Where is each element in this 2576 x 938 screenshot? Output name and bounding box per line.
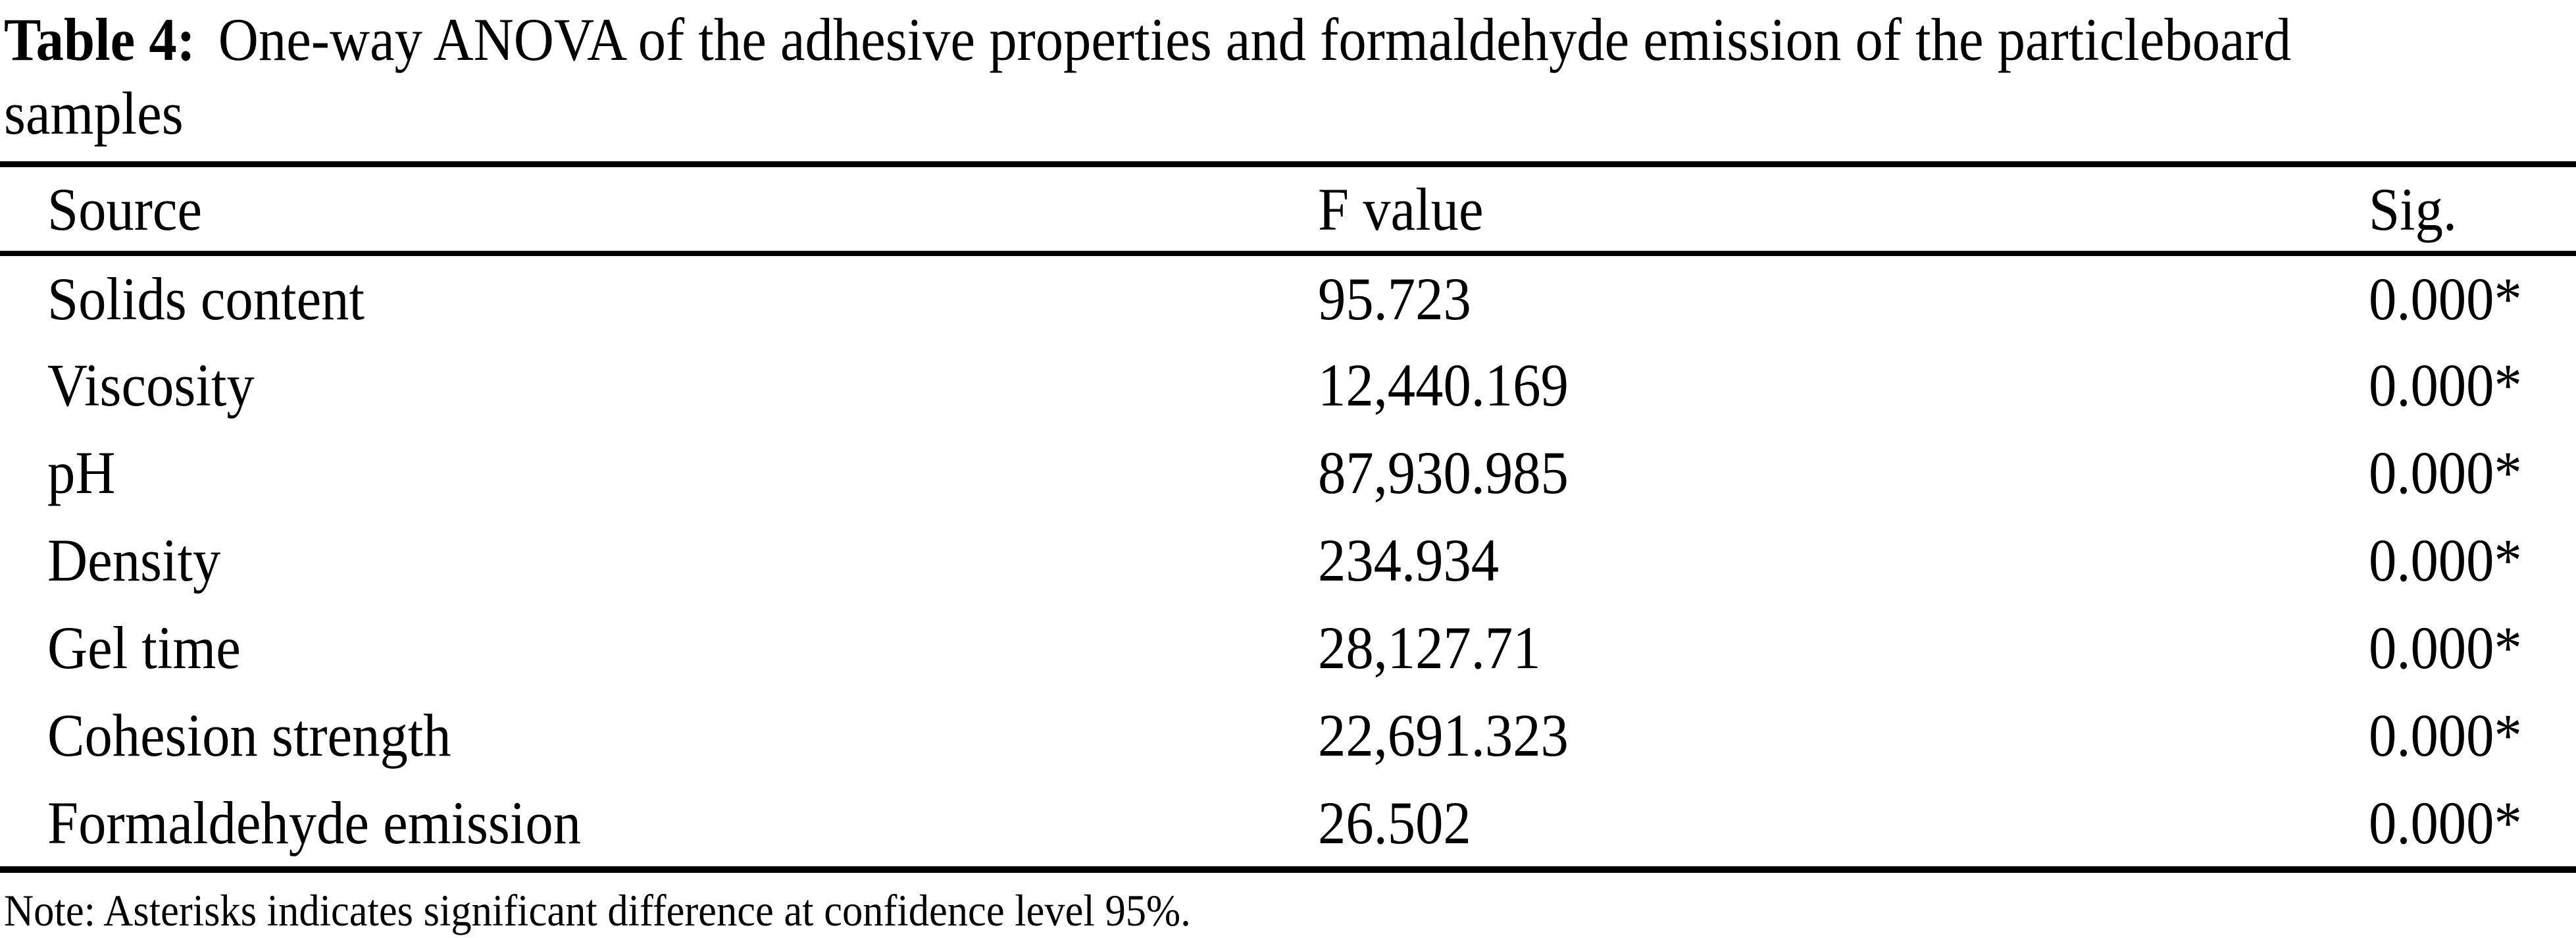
- cell-sig: 0.000*: [2369, 604, 2576, 691]
- source-value: Gel time: [47, 613, 241, 681]
- sig-value: 0.000*: [2369, 701, 2522, 769]
- cell-f-value: 26.502: [1318, 779, 2369, 866]
- f-value: 12,440.169: [1318, 351, 1569, 419]
- anova-table: Source F value Sig. Solids content 95.72…: [0, 167, 2576, 866]
- table-caption: Table 4: One-way ANOVA of the adhesive pr…: [0, 0, 2576, 161]
- table-row: Gel time 28,127.71 0.000*: [0, 604, 2576, 691]
- cell-f-value: 95.723: [1318, 253, 2369, 341]
- cell-f-value: 87,930.985: [1318, 429, 2369, 516]
- source-value: Solids content: [47, 265, 365, 332]
- sig-value: 0.000*: [2369, 526, 2522, 594]
- cell-f-value: 22,691.323: [1318, 691, 2369, 779]
- column-header-source: Source: [0, 167, 1318, 256]
- table-row: pH 87,930.985 0.000*: [0, 429, 2576, 516]
- f-value: 234.934: [1318, 526, 1500, 594]
- column-header-sig: Sig.: [2369, 167, 2576, 256]
- cell-sig: 0.000*: [2369, 429, 2576, 516]
- cell-f-value: 28,127.71: [1318, 604, 2369, 691]
- cell-source: Viscosity: [0, 341, 1318, 429]
- caption-line-1: Table 4: One-way ANOVA of the adhesive pr…: [4, 3, 2576, 76]
- sig-value: 0.000*: [2369, 265, 2522, 332]
- table-row: Solids content 95.723 0.000*: [0, 253, 2576, 341]
- caption-line-2-text: samples: [4, 80, 184, 147]
- source-value: pH: [47, 438, 116, 506]
- column-header-sig-label: Sig.: [2369, 175, 2458, 243]
- f-value: 28,127.71: [1318, 613, 1541, 681]
- cell-f-value: 12,440.169: [1318, 341, 2369, 429]
- column-header-source-label: Source: [47, 175, 203, 243]
- header-row: Source F value Sig.: [0, 167, 2576, 256]
- caption-line-1-text: Table 4: One-way ANOVA of the adhesive pr…: [4, 3, 2291, 76]
- caption-title-text: One-way ANOVA of the adhesive properties…: [218, 6, 2292, 73]
- caption-label: Table 4:: [4, 6, 195, 73]
- source-value: Density: [47, 526, 221, 594]
- cell-source: Density: [0, 516, 1318, 604]
- source-value: Cohesion strength: [47, 701, 451, 769]
- sig-value: 0.000*: [2369, 613, 2522, 681]
- column-header-f-value: F value: [1318, 167, 2369, 256]
- table-top-rule: [0, 161, 2576, 167]
- cell-source: pH: [0, 429, 1318, 516]
- f-value: 26.502: [1318, 789, 1471, 856]
- cell-source: Gel time: [0, 604, 1318, 691]
- cell-sig: 0.000*: [2369, 516, 2576, 604]
- table-note: Note: Asterisks indicates significant di…: [0, 886, 2576, 935]
- cell-sig: 0.000*: [2369, 779, 2576, 866]
- table-note-text: Note: Asterisks indicates significant di…: [4, 885, 1191, 935]
- table-row: Density 234.934 0.000*: [0, 516, 2576, 604]
- sig-value: 0.000*: [2369, 351, 2522, 419]
- cell-source: Solids content: [0, 253, 1318, 341]
- cell-sig: 0.000*: [2369, 691, 2576, 779]
- table-header: Source F value Sig.: [0, 167, 2576, 256]
- cell-sig: 0.000*: [2369, 253, 2576, 341]
- cell-f-value: 234.934: [1318, 516, 2369, 604]
- sig-value: 0.000*: [2369, 789, 2522, 856]
- source-value: Viscosity: [47, 351, 255, 419]
- table-bottom-rule: [0, 866, 2576, 873]
- table-row: Formaldehyde emission 26.502 0.000*: [0, 779, 2576, 866]
- table-row: Cohesion strength 22,691.323 0.000*: [0, 691, 2576, 779]
- caption-line-2: samples: [4, 76, 2576, 150]
- cell-source: Formaldehyde emission: [0, 779, 1318, 866]
- cell-source: Cohesion strength: [0, 691, 1318, 779]
- sig-value: 0.000*: [2369, 438, 2522, 506]
- table-row: Viscosity 12,440.169 0.000*: [0, 341, 2576, 429]
- f-value: 95.723: [1318, 265, 1471, 332]
- column-header-f-value-label: F value: [1318, 175, 1484, 243]
- f-value: 87,930.985: [1318, 438, 1569, 506]
- f-value: 22,691.323: [1318, 701, 1569, 769]
- source-value: Formaldehyde emission: [47, 789, 582, 856]
- table-body: Solids content 95.723 0.000* Viscosity 1…: [0, 253, 2576, 866]
- cell-sig: 0.000*: [2369, 341, 2576, 429]
